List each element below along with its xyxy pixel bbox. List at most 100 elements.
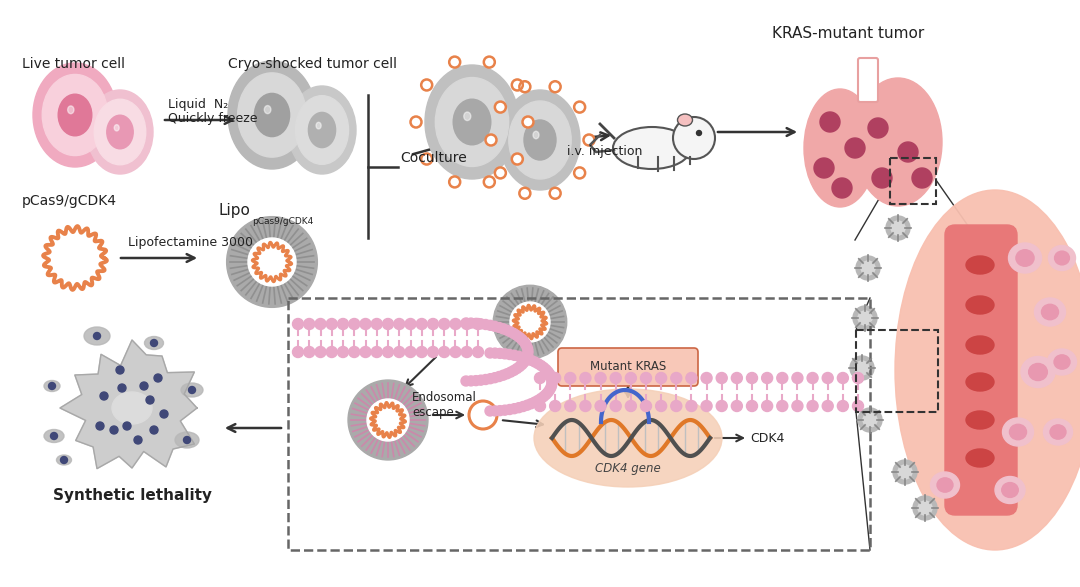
Circle shape [550, 373, 561, 383]
Circle shape [575, 167, 585, 178]
Circle shape [897, 465, 912, 479]
Circle shape [544, 369, 554, 379]
Circle shape [852, 373, 864, 383]
Circle shape [461, 376, 471, 386]
Circle shape [861, 261, 875, 275]
Circle shape [372, 319, 382, 329]
Circle shape [731, 400, 742, 411]
Circle shape [472, 319, 484, 329]
Circle shape [160, 410, 168, 418]
Ellipse shape [966, 256, 994, 274]
Circle shape [134, 436, 141, 444]
Circle shape [476, 375, 486, 385]
Circle shape [610, 400, 621, 411]
Circle shape [348, 380, 428, 460]
Circle shape [394, 346, 405, 357]
Circle shape [822, 400, 833, 411]
Circle shape [110, 426, 118, 434]
Ellipse shape [966, 373, 994, 391]
Circle shape [490, 406, 500, 416]
Circle shape [550, 81, 561, 92]
Ellipse shape [966, 296, 994, 314]
Circle shape [565, 400, 576, 411]
Circle shape [523, 116, 534, 127]
Circle shape [526, 355, 536, 365]
Circle shape [761, 400, 772, 411]
Text: Lipofectamine 3000: Lipofectamine 3000 [129, 236, 253, 249]
Circle shape [485, 406, 495, 416]
Circle shape [536, 393, 546, 403]
Circle shape [416, 346, 428, 357]
Circle shape [382, 346, 393, 357]
Circle shape [517, 335, 527, 345]
Circle shape [485, 374, 496, 384]
Circle shape [656, 373, 666, 383]
Circle shape [494, 285, 567, 359]
Circle shape [484, 177, 495, 187]
Ellipse shape [509, 101, 571, 179]
Text: i.v. injection: i.v. injection [567, 145, 643, 158]
Ellipse shape [1048, 349, 1077, 375]
Circle shape [490, 321, 500, 331]
Circle shape [526, 399, 536, 409]
Ellipse shape [966, 449, 994, 467]
Circle shape [154, 374, 162, 382]
Circle shape [671, 400, 681, 411]
Ellipse shape [1043, 419, 1072, 445]
Circle shape [337, 319, 349, 329]
Circle shape [697, 130, 702, 136]
Polygon shape [60, 340, 197, 468]
Circle shape [837, 373, 849, 383]
Circle shape [716, 400, 727, 411]
Ellipse shape [42, 75, 108, 156]
Circle shape [541, 389, 551, 399]
Circle shape [471, 318, 481, 328]
Circle shape [498, 324, 509, 334]
Ellipse shape [265, 106, 271, 114]
Ellipse shape [1016, 249, 1034, 266]
Circle shape [544, 385, 554, 395]
Circle shape [656, 400, 666, 411]
Ellipse shape [175, 432, 199, 448]
Ellipse shape [613, 127, 691, 169]
Circle shape [428, 346, 438, 357]
FancyBboxPatch shape [858, 58, 878, 102]
Circle shape [465, 318, 476, 328]
Circle shape [326, 319, 337, 329]
Circle shape [512, 154, 523, 164]
Ellipse shape [68, 106, 73, 114]
Circle shape [515, 332, 525, 342]
Circle shape [461, 319, 472, 329]
Circle shape [893, 460, 917, 484]
Ellipse shape [1050, 425, 1066, 439]
Circle shape [96, 422, 104, 430]
Ellipse shape [87, 90, 153, 174]
Circle shape [416, 319, 428, 329]
Ellipse shape [463, 112, 471, 120]
Circle shape [913, 496, 937, 520]
Ellipse shape [854, 78, 942, 206]
Circle shape [523, 348, 532, 358]
Circle shape [450, 346, 461, 357]
Ellipse shape [288, 86, 356, 174]
Circle shape [94, 332, 100, 339]
Circle shape [337, 346, 349, 357]
Ellipse shape [1002, 418, 1034, 446]
Circle shape [367, 399, 409, 441]
Circle shape [701, 400, 712, 411]
Circle shape [485, 348, 495, 358]
Circle shape [421, 154, 432, 164]
Circle shape [490, 348, 500, 358]
Circle shape [476, 319, 486, 329]
Ellipse shape [426, 65, 519, 179]
Circle shape [498, 370, 509, 380]
FancyBboxPatch shape [558, 348, 698, 386]
Circle shape [515, 362, 525, 372]
Text: Quickly freeze: Quickly freeze [168, 112, 257, 125]
Circle shape [610, 373, 621, 383]
Circle shape [822, 373, 833, 383]
Text: pCas9/gCDK4: pCas9/gCDK4 [22, 194, 117, 208]
Ellipse shape [114, 124, 119, 131]
Circle shape [461, 318, 471, 328]
Circle shape [518, 352, 528, 363]
